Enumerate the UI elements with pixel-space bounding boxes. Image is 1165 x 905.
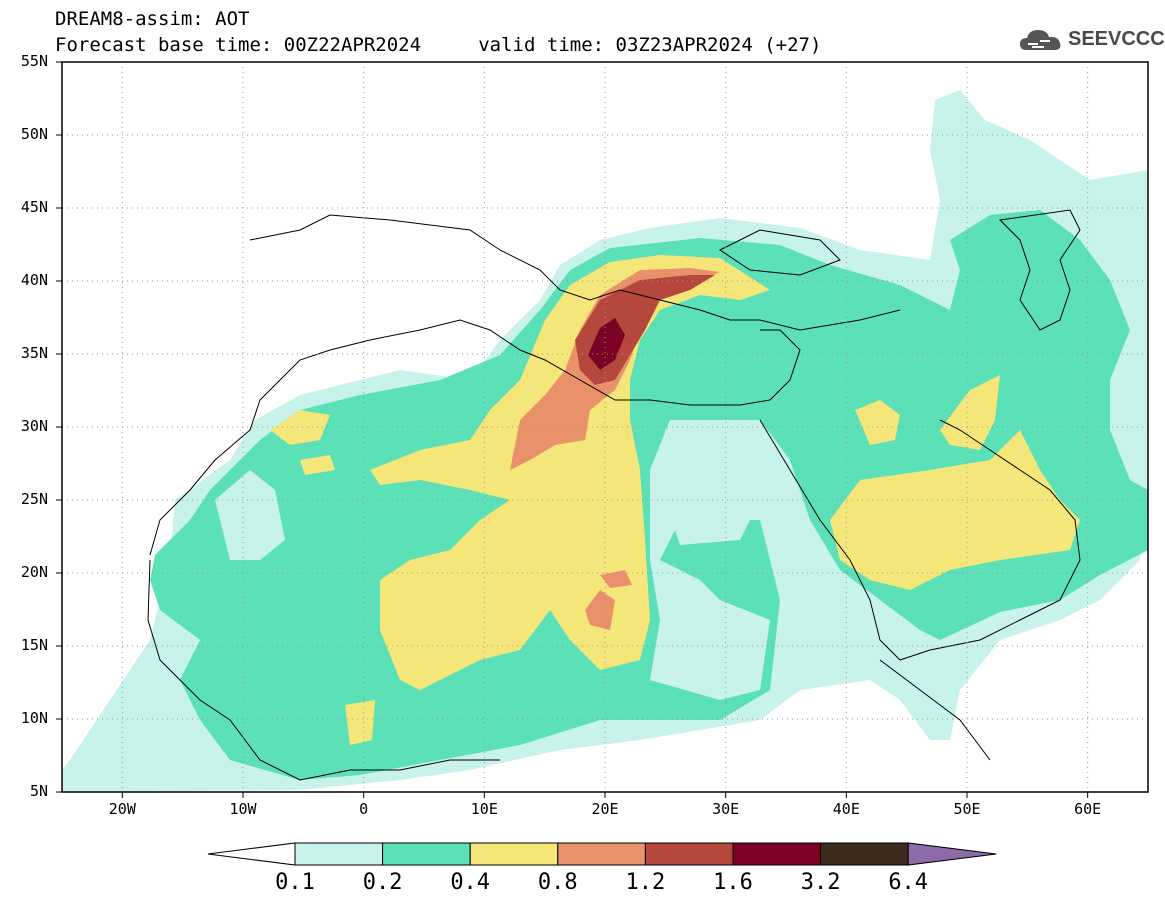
lon-tick-label: 0 xyxy=(359,800,369,818)
colorbar-segment xyxy=(382,842,471,866)
forecast-times: Forecast base time: 00Z22APR2024 valid t… xyxy=(55,34,822,56)
seevccc-logo: SEEVCCC xyxy=(1018,26,1165,56)
lat-tick-label: 45N xyxy=(20,198,48,216)
lat-tick-label: 25N xyxy=(20,490,48,508)
colorbar-segment xyxy=(294,842,384,866)
colorbar-label: 0.2 xyxy=(362,870,403,895)
lat-tick-label: 30N xyxy=(20,417,48,435)
black-sea xyxy=(719,229,841,276)
lat-tick-label: 50N xyxy=(20,125,48,143)
lat-tick-label: 40N xyxy=(20,271,48,289)
colorbar-segment xyxy=(820,842,909,866)
caspian xyxy=(998,209,1081,331)
colorbar-segment xyxy=(732,842,822,866)
lat-tick-label: 5N xyxy=(29,782,48,800)
lat-tick-label: 35N xyxy=(20,344,48,362)
lon-tick-label: 40E xyxy=(832,800,860,818)
lon-tick-label: 60E xyxy=(1074,800,1102,818)
colorbar-segment xyxy=(557,842,646,866)
colorbar-label: 1.6 xyxy=(713,870,753,895)
coastline-red-sea xyxy=(759,419,1081,661)
lat-tick-label: 10N xyxy=(20,709,48,727)
lat-tick-label: 15N xyxy=(20,636,48,654)
colorbar-segment xyxy=(469,842,559,866)
colorbar-label: 1.2 xyxy=(625,870,666,895)
coastline-west-africa xyxy=(147,559,500,781)
colorbar-label: 6.4 xyxy=(888,870,929,895)
lon-tick-label: 20E xyxy=(591,800,619,818)
colorbar-over-arrow xyxy=(907,842,997,866)
colorbar-label: 3.2 xyxy=(800,870,841,895)
chart-title: DREAM8-assim: AOT xyxy=(55,8,250,30)
colorbar-segment xyxy=(644,842,734,866)
lat-tick-label: 55N xyxy=(20,52,48,70)
colorbar-label: 0.8 xyxy=(537,870,578,895)
lon-tick-label: 30E xyxy=(712,800,740,818)
coastline-east-africa xyxy=(879,659,991,761)
logo-text: SEEVCCC xyxy=(1068,28,1165,50)
cloud-icon xyxy=(1020,30,1061,50)
colorbar-label: 0.1 xyxy=(275,870,315,895)
lat-tick-label: 20N xyxy=(20,563,48,581)
aot-contour-0-4 xyxy=(370,255,770,690)
lon-tick-label: 50E xyxy=(953,800,981,818)
colorbar-under-arrow xyxy=(207,842,296,866)
lon-tick-label: 10E xyxy=(470,800,498,818)
lon-tick-label: 20W xyxy=(108,800,136,818)
coastline-europe xyxy=(249,214,901,331)
coastline xyxy=(149,319,801,556)
aot-contour-1-6 xyxy=(588,318,625,370)
lon-tick-label: 10W xyxy=(229,800,257,818)
colorbar-label: 0.4 xyxy=(450,870,491,895)
